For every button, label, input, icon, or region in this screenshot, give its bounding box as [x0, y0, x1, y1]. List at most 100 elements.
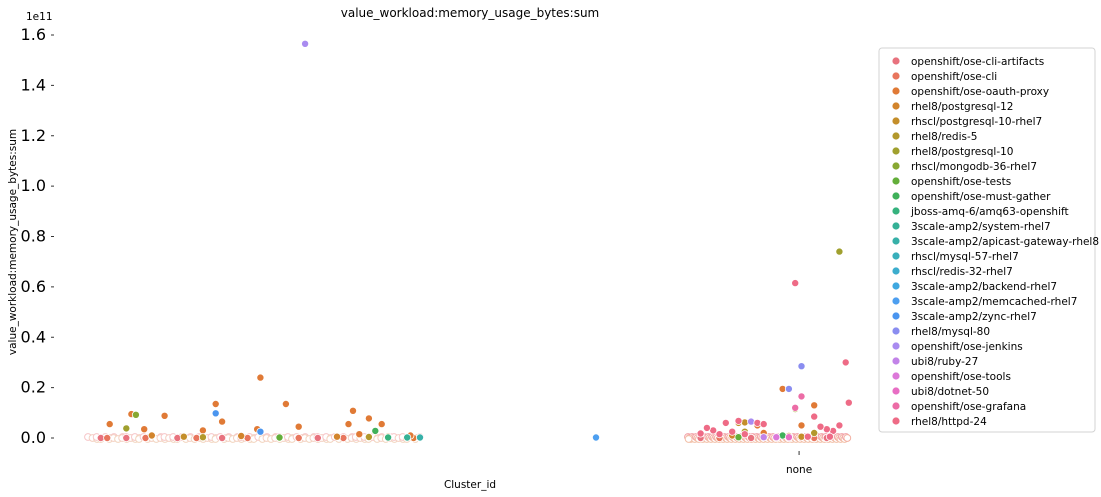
legend-marker [892, 387, 900, 395]
data-point [403, 433, 412, 442]
legend-marker [892, 177, 900, 185]
data-point [122, 433, 131, 442]
data-point [797, 421, 806, 430]
data-point [275, 433, 284, 442]
data-point [702, 423, 711, 432]
x-tick-label: none [786, 464, 812, 476]
data-point [797, 392, 806, 401]
data-points [84, 39, 853, 443]
legend-marker [892, 252, 900, 260]
data-point [816, 422, 825, 431]
data-point [592, 433, 601, 442]
legend-box [878, 47, 1096, 433]
data-point [198, 426, 207, 435]
data-point [140, 425, 149, 434]
legend-marker [892, 117, 900, 125]
legend-label: openshift/ose-oauth-proxy [911, 86, 1049, 98]
x-axis-label: Cluster_id [444, 479, 496, 491]
data-point [843, 434, 852, 442]
data-point [759, 433, 768, 442]
legend-label: rhscl/mongodb-36-rhel7 [911, 161, 1037, 173]
legend-marker [892, 237, 900, 245]
data-point [301, 39, 310, 48]
data-point [803, 432, 812, 441]
y-axis-ticks: 0.0 0.2 0.4 0.6 0.8 1.0 1.2 1.4 1.6 [21, 25, 54, 447]
legend-marker [892, 297, 900, 305]
data-point [364, 414, 373, 423]
data-point [371, 426, 380, 435]
data-point [791, 403, 800, 412]
data-point [131, 410, 140, 419]
data-point [160, 411, 169, 420]
data-point [835, 247, 844, 256]
data-point [415, 433, 424, 442]
data-point [313, 433, 322, 442]
legend-label: rhscl/mysql-57-rhel7 [911, 251, 1019, 263]
legend-label: openshift/ose-tools [911, 371, 1011, 383]
legend-label: 3scale-amp2/zync-rhel7 [911, 311, 1037, 323]
data-point [784, 384, 793, 393]
data-point [122, 424, 131, 433]
legend: openshift/ose-cli-artifacts openshift/ose… [878, 47, 1099, 433]
data-point [256, 427, 265, 436]
data-point [364, 432, 373, 441]
legend-label: rhel8/httpd-24 [911, 416, 987, 428]
legend-label: rhscl/postgresql-10-rhel7 [911, 116, 1042, 128]
legend-marker [892, 132, 900, 140]
data-point [147, 431, 156, 440]
data-point [715, 430, 724, 439]
data-point [810, 401, 819, 410]
legend-label: rhel8/postgresql-12 [911, 101, 1013, 113]
legend-label: ubi8/dotnet-50 [911, 386, 989, 398]
y-tick-label: 1.0 [21, 176, 46, 195]
legend-label: rhel8/redis-5 [911, 131, 977, 143]
legend-marker [892, 267, 900, 275]
data-point [728, 427, 737, 436]
data-point [237, 431, 246, 440]
data-point [332, 432, 341, 441]
legend-marker [892, 342, 900, 350]
legend-marker [892, 402, 900, 410]
data-point [179, 432, 188, 441]
data-point [747, 433, 756, 442]
legend-marker [892, 72, 900, 80]
y-tick-label: 1.4 [21, 75, 46, 94]
y-tick-label: 0.8 [21, 227, 46, 246]
data-point [740, 430, 749, 439]
y-tick-label: 0.2 [21, 378, 46, 397]
legend-label: openshift/ose-cli-artifacts [911, 56, 1044, 68]
y-tick-label: 0.6 [21, 277, 46, 296]
y-tick-label: 0.4 [21, 327, 46, 346]
legend-label: 3scale-amp2/system-rhel7 [911, 221, 1051, 233]
data-point [105, 420, 114, 429]
legend-label: jboss-amq-6/amq63-openshift [910, 206, 1069, 218]
data-point [339, 433, 348, 442]
y-tick-label: 1.6 [21, 25, 46, 44]
y-tick-label: 0.0 [21, 428, 46, 447]
data-point [173, 433, 182, 442]
legend-marker [892, 327, 900, 335]
legend-marker [892, 147, 900, 155]
data-point [791, 279, 800, 288]
legend-marker [892, 357, 900, 365]
y-axis-label: value_workload:memory_usage_bytes:sum [7, 129, 19, 355]
legend-marker [892, 207, 900, 215]
data-point [344, 420, 353, 429]
data-point [810, 412, 819, 421]
legend-marker [892, 57, 900, 65]
data-point [384, 433, 393, 442]
legend-label: rhscl/redis-32-rhel7 [911, 266, 1013, 278]
data-point [294, 433, 303, 442]
data-point [355, 430, 364, 439]
data-point [844, 398, 853, 407]
data-point [810, 428, 819, 437]
data-point [103, 433, 112, 442]
legend-label: ubi8/ruby-27 [911, 356, 978, 368]
legend-label: 3scale-amp2/backend-rhel7 [911, 281, 1057, 293]
legend-marker [892, 192, 900, 200]
legend-marker [892, 372, 900, 380]
x-axis-ticks: none [786, 451, 812, 476]
data-point [294, 422, 303, 431]
legend-marker [892, 102, 900, 110]
